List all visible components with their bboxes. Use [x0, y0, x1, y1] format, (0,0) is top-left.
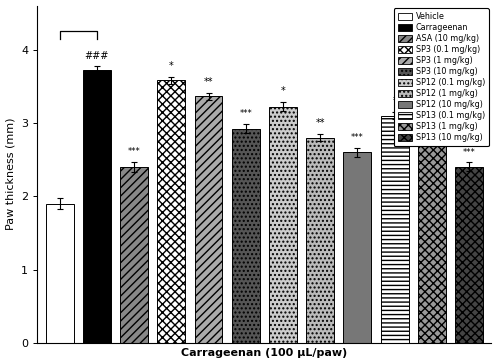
Bar — [194, 96, 223, 343]
Y-axis label: Paw thickness (mm): Paw thickness (mm) — [5, 118, 15, 230]
X-axis label: Carrageenan (100 μL/paw): Carrageenan (100 μL/paw) — [181, 348, 347, 359]
Text: **: ** — [427, 116, 437, 127]
Text: **: ** — [204, 77, 213, 87]
Bar — [381, 115, 409, 343]
Text: *: * — [169, 61, 173, 71]
Text: ***: *** — [240, 110, 252, 119]
Bar — [158, 80, 185, 343]
Text: ***: *** — [351, 133, 364, 142]
Bar — [269, 107, 297, 343]
Bar — [418, 136, 446, 343]
Legend: Vehicle, Carrageenan, ASA (10 mg/kg), SP3 (0.1 mg/kg), SP3 (1 mg/kg), SP3 (10 mg: Vehicle, Carrageenan, ASA (10 mg/kg), SP… — [394, 8, 489, 146]
Text: ###: ### — [84, 51, 109, 60]
Bar — [46, 203, 74, 343]
Bar — [455, 167, 483, 343]
Bar — [343, 152, 371, 343]
Text: *: * — [281, 87, 285, 96]
Text: ***: *** — [128, 147, 141, 156]
Text: ***: *** — [463, 148, 476, 157]
Bar — [232, 129, 260, 343]
Bar — [120, 167, 148, 343]
Bar — [306, 138, 334, 343]
Text: *: * — [392, 96, 397, 106]
Bar — [83, 70, 111, 343]
Text: **: ** — [316, 118, 325, 128]
